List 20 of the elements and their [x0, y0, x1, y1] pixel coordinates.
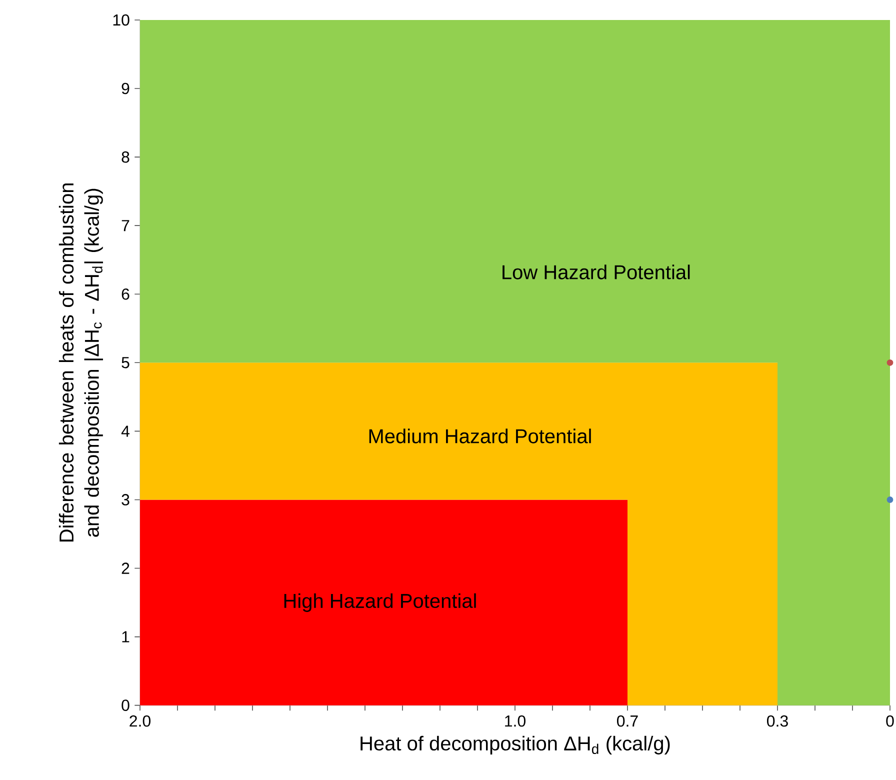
- annotation: Medium Hazard Potential: [369, 428, 591, 444]
- annotation: Low Hazard Potential: [502, 264, 690, 280]
- y-tick-label: 6: [122, 288, 130, 300]
- x-axis-title: Heat of decomposition ΔH$_{d}$ (kcal/g): [360, 736, 670, 754]
- y-tick-label: 7: [122, 220, 130, 232]
- y-tick-label: 3: [122, 494, 130, 506]
- x-tick-label: 2.0: [130, 715, 150, 727]
- x-tick-label: 0: [886, 715, 894, 727]
- y-tick-label: 1: [122, 631, 130, 642]
- y-tick-label: 8: [122, 151, 130, 163]
- x-tick-label: 1.0: [505, 715, 526, 727]
- y-tick-label: 9: [122, 82, 130, 94]
- y-tick-label: 2: [122, 562, 130, 574]
- x-tick-label: 0.3: [767, 715, 788, 727]
- y-tick-label: 10: [113, 14, 130, 26]
- y-tick-label: 4: [121, 426, 130, 437]
- annotation: High Hazard Potential: [284, 593, 476, 612]
- x-tick-label: 0.7: [617, 715, 638, 727]
- y-tick-label: 5: [122, 357, 130, 368]
- y-tick-label: 0: [122, 700, 130, 711]
